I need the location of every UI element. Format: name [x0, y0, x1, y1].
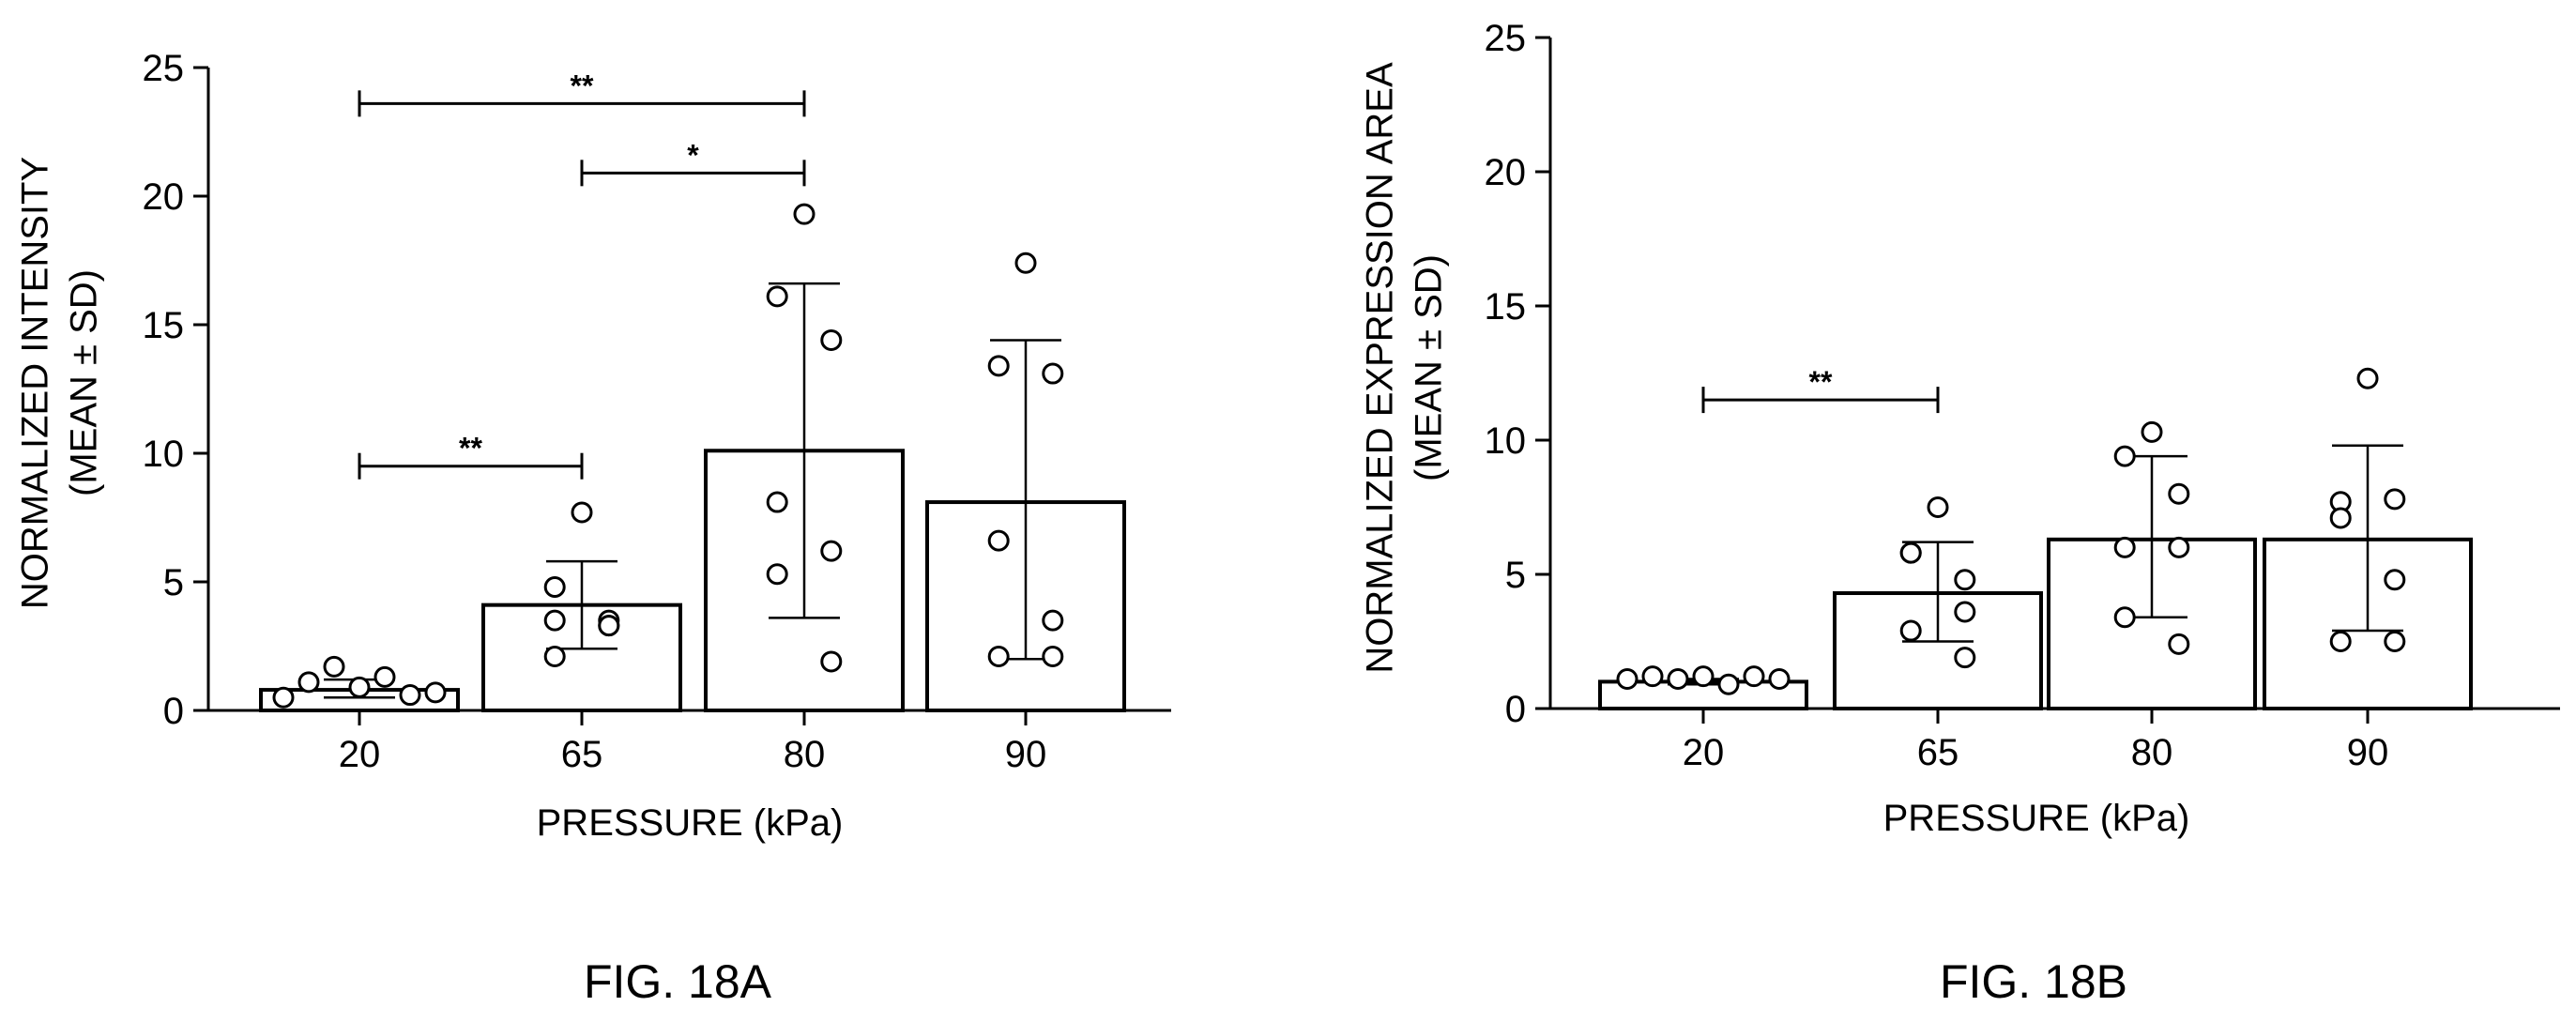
- data-point: [766, 491, 788, 513]
- data-point: [1954, 647, 1976, 669]
- y-axis-title: NORMALIZED EXPRESSION AREA: [1360, 62, 1401, 674]
- y-tick-label: 20: [143, 176, 185, 218]
- data-point: [820, 540, 843, 562]
- data-point: [2113, 445, 2136, 467]
- data-point: [1014, 252, 1037, 274]
- data-point: [987, 529, 1010, 552]
- significance-label: **: [1809, 365, 1833, 399]
- data-point: [766, 563, 788, 586]
- data-point: [598, 615, 620, 637]
- figure-caption: FIG. 18A: [584, 955, 772, 1008]
- data-point: [323, 655, 345, 678]
- data-point: [1042, 362, 1064, 385]
- significance-label: *: [687, 138, 699, 172]
- y-tick-label: 15: [1485, 286, 1527, 328]
- y-axis-subtitle: (MEAN ± SD): [64, 269, 105, 496]
- data-point: [2384, 488, 2406, 511]
- data-point: [272, 686, 295, 709]
- data-point: [1954, 601, 1976, 623]
- figure-caption: FIG. 18B: [1940, 955, 2127, 1008]
- x-tick-label-65: 65: [1917, 732, 1959, 773]
- x-tick-label-20: 20: [339, 734, 381, 775]
- data-point: [987, 645, 1010, 667]
- x-tick-label-65: 65: [561, 734, 603, 775]
- data-point: [1899, 619, 1922, 642]
- data-point: [348, 676, 371, 698]
- y-tick-label: 5: [1505, 555, 1526, 596]
- data-point: [1743, 665, 1765, 688]
- data-point: [1042, 645, 1064, 667]
- y-tick-label: 10: [1485, 420, 1527, 462]
- y-tick-label: 5: [163, 562, 184, 603]
- x-tick-label-80: 80: [784, 734, 826, 775]
- data-point: [820, 328, 843, 351]
- data-point: [1768, 668, 1791, 691]
- data-point: [1042, 609, 1064, 632]
- y-tick-label: 0: [163, 691, 184, 732]
- y-tick-label: 10: [143, 434, 185, 475]
- data-point: [2384, 569, 2406, 591]
- data-point: [2329, 631, 2352, 652]
- data-point: [2329, 507, 2352, 529]
- data-point: [2168, 482, 2190, 505]
- data-point: [2113, 606, 2136, 629]
- y-axis-subtitle: (MEAN ± SD): [1409, 254, 1450, 481]
- data-point: [1954, 569, 1976, 591]
- data-point: [766, 285, 788, 308]
- data-point: [820, 650, 843, 673]
- data-point: [543, 645, 566, 667]
- data-point: [571, 501, 593, 524]
- y-tick-label: 15: [143, 305, 185, 346]
- data-point: [297, 671, 320, 694]
- data-point: [543, 609, 566, 632]
- data-point: [793, 203, 815, 225]
- data-point: [1616, 668, 1639, 691]
- data-point: [1667, 668, 1689, 691]
- x-tick-label-20: 20: [1683, 732, 1725, 773]
- data-point: [2168, 633, 2190, 655]
- data-point: [1641, 665, 1664, 688]
- data-point: [2384, 631, 2406, 652]
- x-axis-title: PRESSURE (kPa): [537, 802, 844, 844]
- data-point: [1899, 542, 1922, 564]
- y-axis-title: NORMALIZED INTENSITY: [15, 157, 56, 609]
- y-tick-label: 20: [1485, 152, 1527, 193]
- data-point: [424, 681, 447, 704]
- data-point: [987, 355, 1010, 377]
- data-point: [373, 665, 396, 688]
- data-point: [1692, 665, 1715, 688]
- y-tick-label: 25: [1485, 18, 1527, 59]
- data-point: [2113, 536, 2136, 558]
- chart-panel-18b: 0 5 10 15 20 25 20 65 80 90 ** NORMALIZED EXPRESSIO…: [1360, 18, 2560, 1008]
- y-tick-label: 0: [1505, 689, 1526, 730]
- data-point: [2141, 420, 2163, 443]
- data-point: [2168, 536, 2190, 558]
- data-point: [543, 575, 566, 598]
- x-tick-label-90: 90: [1005, 734, 1047, 775]
- y-tick-label: 25: [143, 48, 185, 89]
- data-point: [1717, 673, 1740, 695]
- significance-label: **: [571, 69, 594, 102]
- data-point: [2356, 367, 2379, 389]
- data-point: [1927, 496, 1949, 518]
- x-tick-label-90: 90: [2347, 732, 2389, 773]
- significance-label: **: [459, 432, 482, 465]
- data-point: [399, 684, 421, 707]
- x-axis-title: PRESSURE (kPa): [1883, 798, 2190, 839]
- x-tick-label-80: 80: [2131, 732, 2173, 773]
